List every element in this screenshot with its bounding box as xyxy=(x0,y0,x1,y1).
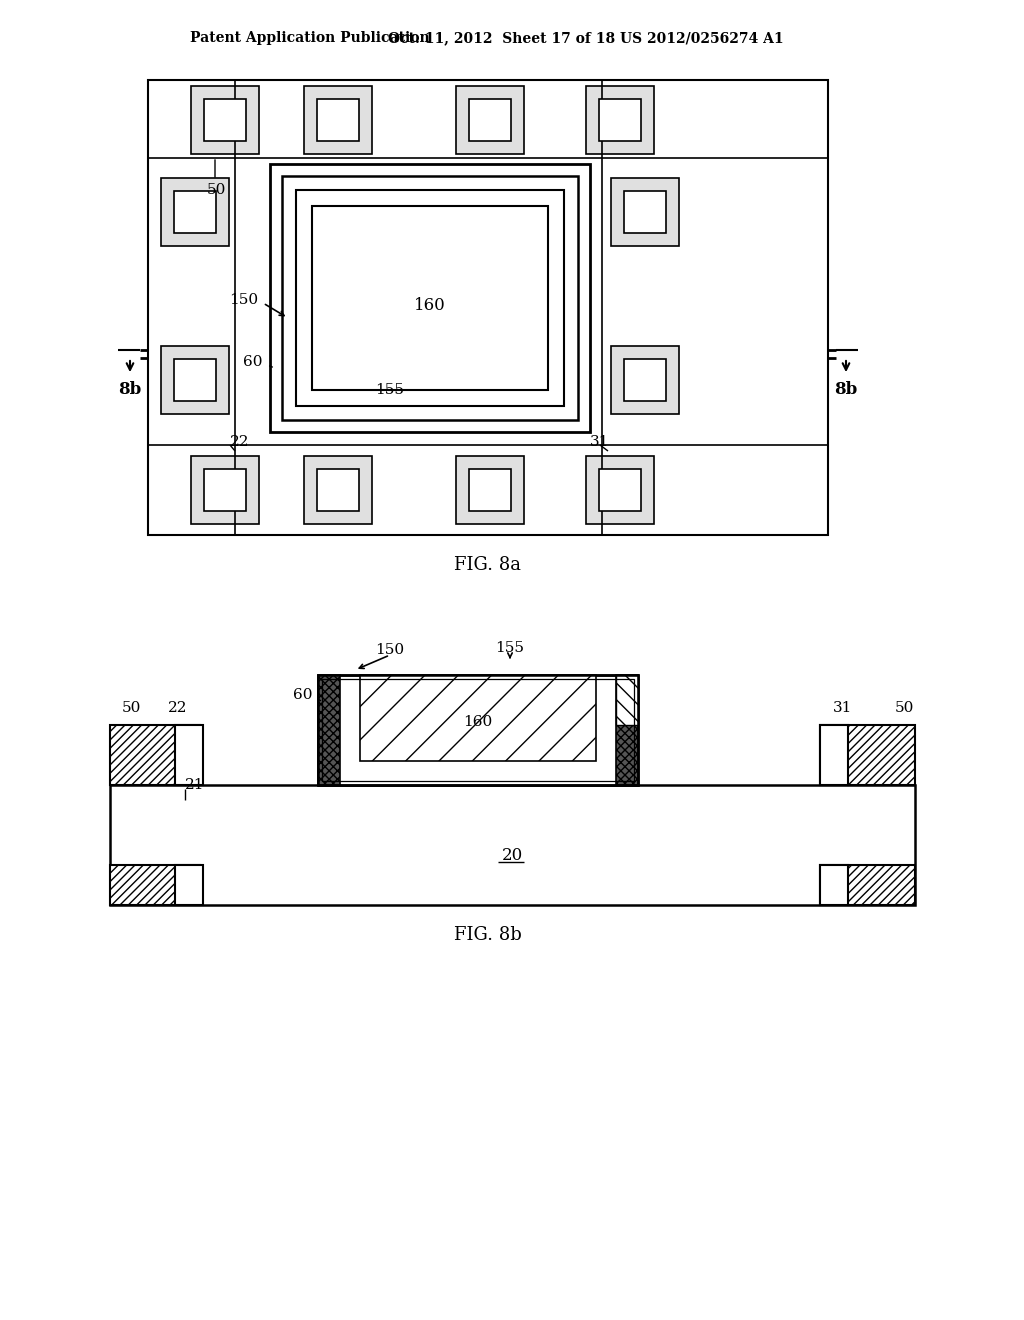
Bar xyxy=(611,178,679,246)
Text: 50: 50 xyxy=(895,701,914,715)
Bar xyxy=(624,359,666,401)
Bar xyxy=(616,675,638,785)
Text: US 2012/0256274 A1: US 2012/0256274 A1 xyxy=(620,30,783,45)
Bar xyxy=(599,469,641,511)
Text: FIG. 8a: FIG. 8a xyxy=(455,556,521,574)
Bar xyxy=(318,675,638,785)
Bar xyxy=(820,865,848,906)
Text: 160: 160 xyxy=(414,297,445,314)
Bar xyxy=(270,164,590,432)
Text: 22: 22 xyxy=(230,436,250,449)
Text: 22: 22 xyxy=(168,701,187,715)
Bar xyxy=(322,678,634,781)
Bar xyxy=(469,99,511,141)
Bar xyxy=(191,86,259,154)
Bar xyxy=(191,455,259,524)
Bar xyxy=(624,191,666,234)
Bar xyxy=(317,99,359,141)
Bar xyxy=(148,81,828,535)
Text: 60: 60 xyxy=(293,688,312,702)
Bar xyxy=(318,675,638,785)
Bar xyxy=(175,865,203,906)
Text: 60: 60 xyxy=(244,355,263,370)
Bar xyxy=(820,865,915,906)
Text: 150: 150 xyxy=(376,643,404,657)
Bar xyxy=(586,86,654,154)
Text: FIG. 8b: FIG. 8b xyxy=(454,927,522,944)
Text: 31: 31 xyxy=(590,436,609,449)
Bar xyxy=(296,190,564,407)
Text: 150: 150 xyxy=(229,293,258,308)
Bar xyxy=(317,469,359,511)
Text: 20: 20 xyxy=(502,846,522,863)
Bar xyxy=(161,346,229,414)
Bar xyxy=(456,455,524,524)
Bar xyxy=(110,785,915,906)
Bar xyxy=(204,99,246,141)
Text: 155: 155 xyxy=(376,383,404,397)
Bar xyxy=(204,469,246,511)
Text: 50: 50 xyxy=(207,183,226,197)
Text: 50: 50 xyxy=(122,701,141,715)
Bar xyxy=(360,675,596,762)
Bar xyxy=(110,865,200,906)
Bar xyxy=(586,455,654,524)
Text: 8b: 8b xyxy=(119,381,141,399)
Bar xyxy=(110,725,200,785)
Bar xyxy=(161,178,229,246)
Text: 31: 31 xyxy=(833,701,852,715)
Bar xyxy=(469,469,511,511)
Text: 8b: 8b xyxy=(835,381,858,399)
Bar xyxy=(318,675,340,785)
Bar xyxy=(820,725,848,785)
Text: 160: 160 xyxy=(464,715,493,729)
Bar xyxy=(599,99,641,141)
Bar xyxy=(312,206,548,389)
Bar xyxy=(174,359,216,401)
Bar xyxy=(282,176,578,420)
Bar xyxy=(611,346,679,414)
Bar xyxy=(820,725,915,785)
Text: Patent Application Publication: Patent Application Publication xyxy=(190,30,430,45)
Text: 155: 155 xyxy=(496,642,524,655)
Bar xyxy=(456,86,524,154)
Bar xyxy=(616,675,638,725)
Text: 21: 21 xyxy=(185,777,205,792)
Text: Oct. 11, 2012  Sheet 17 of 18: Oct. 11, 2012 Sheet 17 of 18 xyxy=(388,30,615,45)
Bar xyxy=(174,191,216,234)
Bar xyxy=(304,86,372,154)
Bar xyxy=(304,455,372,524)
Bar xyxy=(175,725,203,785)
